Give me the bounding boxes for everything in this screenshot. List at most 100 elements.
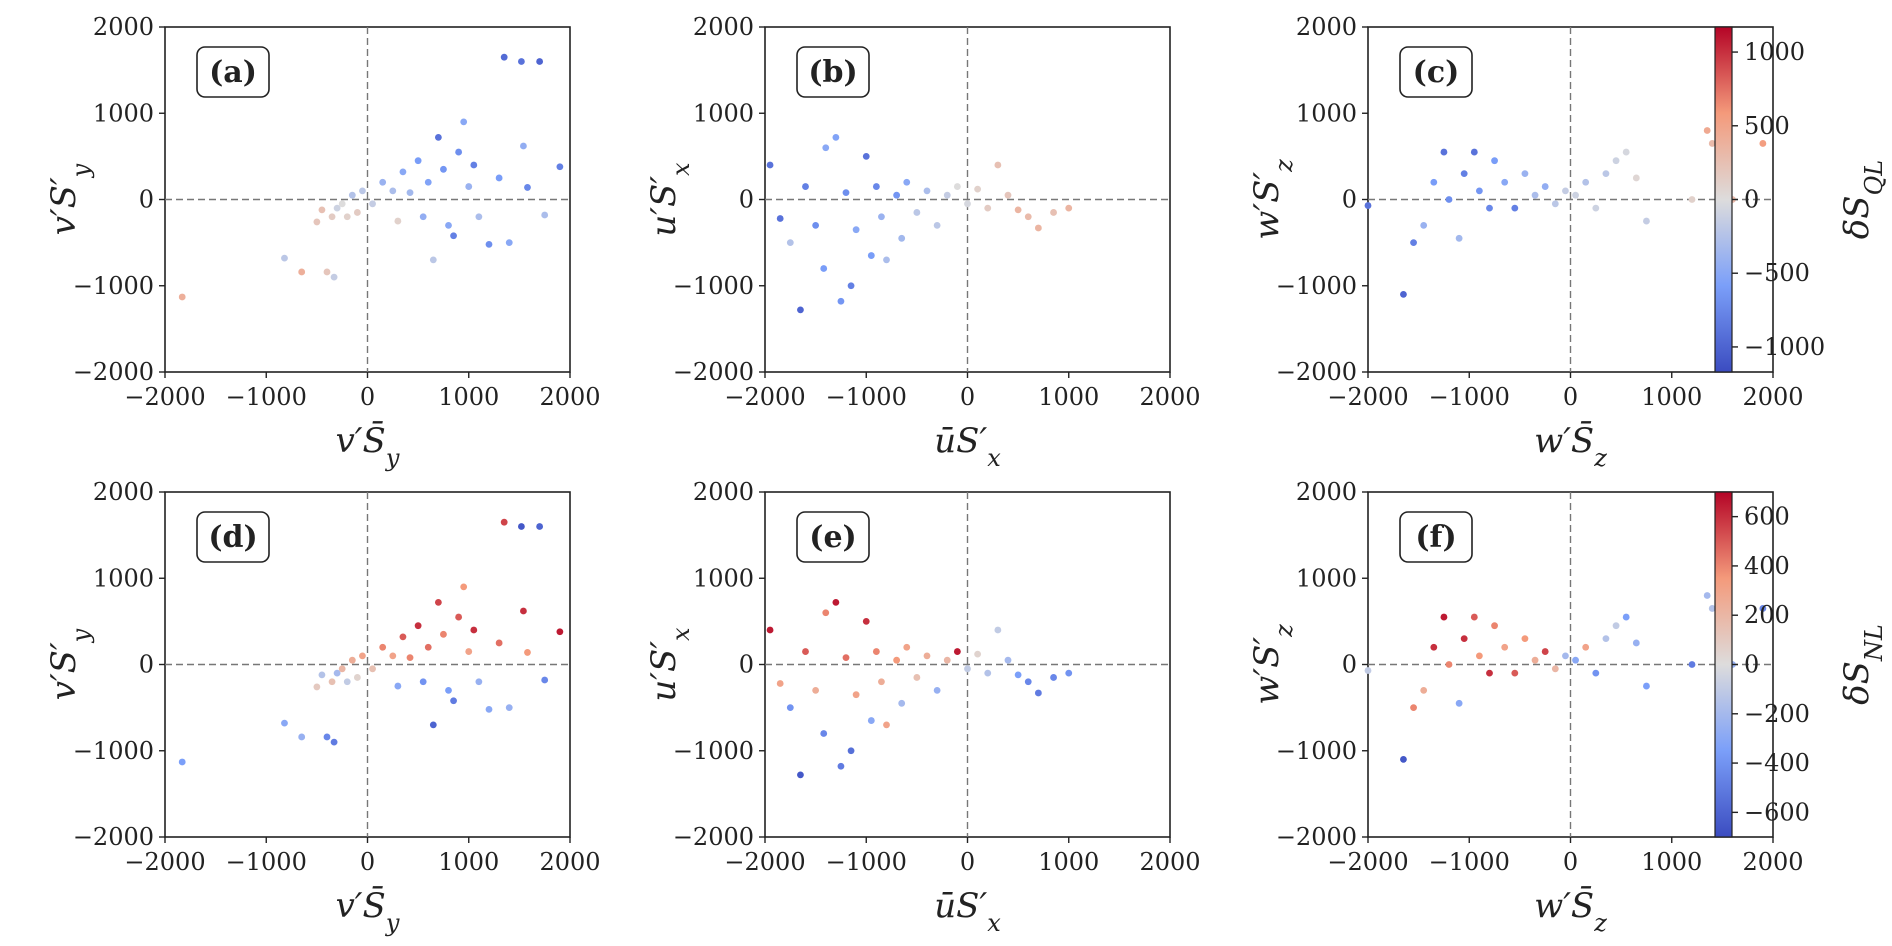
x-tick-label: −2000 <box>724 383 805 411</box>
x-tick-label: −1000 <box>826 848 907 876</box>
data-point <box>1688 196 1696 203</box>
data-point <box>485 240 493 248</box>
panel-label: (c) <box>1399 46 1473 98</box>
x-tick-label: 0 <box>960 383 975 411</box>
data-point <box>399 168 407 176</box>
panel-label: (e) <box>796 511 870 563</box>
data-point <box>832 599 840 606</box>
data-point <box>429 721 437 729</box>
data-point <box>1572 191 1579 199</box>
panel-label: (d) <box>196 511 270 563</box>
colorbar-label: δSNL <box>1837 624 1888 705</box>
colorbar-tick-label: 600 <box>1744 503 1790 531</box>
panel-label-text: (f) <box>1415 520 1456 555</box>
panel-label-text: (e) <box>809 520 856 555</box>
data-point <box>766 626 774 634</box>
y-tick-label: 0 <box>739 651 754 679</box>
x-tick-label: 1000 <box>1038 848 1099 876</box>
y-tick-label: 2000 <box>1296 13 1357 41</box>
x-tick-label: −2000 <box>1327 383 1408 411</box>
data-point <box>495 639 503 647</box>
data-point <box>399 633 407 641</box>
data-point <box>1602 635 1610 643</box>
data-point <box>1612 157 1620 165</box>
x-tick-label: −1000 <box>226 848 307 876</box>
data-point <box>445 221 452 229</box>
data-point <box>414 157 422 165</box>
data-point <box>1475 652 1483 660</box>
panel-label-text: (d) <box>208 520 257 555</box>
data-point <box>1592 669 1600 677</box>
data-point <box>323 268 331 276</box>
data-point <box>369 200 376 208</box>
data-point <box>797 306 804 314</box>
data-point <box>1551 665 1559 673</box>
data-point <box>852 691 860 699</box>
colorbar-tick-label: −500 <box>1744 259 1810 287</box>
colorbar-tick-label: 1000 <box>1744 38 1805 66</box>
data-point <box>1410 704 1417 712</box>
data-point <box>434 599 442 606</box>
data-point <box>353 674 361 681</box>
data-point <box>883 721 890 729</box>
data-point <box>419 678 427 686</box>
x-tick-label: 2000 <box>539 848 600 876</box>
data-point <box>541 211 549 219</box>
x-axis-label: ūS′x <box>934 421 1001 472</box>
data-point <box>330 273 338 281</box>
y-tick-label: −1000 <box>73 737 154 765</box>
data-point <box>1440 613 1448 621</box>
data-point <box>475 213 483 221</box>
data-point <box>1400 755 1407 763</box>
data-point <box>1521 170 1529 178</box>
data-point <box>933 686 941 694</box>
data-point <box>872 183 880 190</box>
x-tick-label: 2000 <box>1139 383 1200 411</box>
data-point <box>419 213 427 221</box>
data-point <box>389 652 397 660</box>
data-point <box>1364 202 1372 209</box>
scatter-panel-2: −2000−2000 −1000 −1000 0 0 1000 1000 2000 2000 (b… <box>644 13 1201 472</box>
data-point <box>323 733 331 741</box>
data-point <box>343 678 351 686</box>
y-tick-label: −2000 <box>673 823 754 851</box>
data-point <box>298 733 306 741</box>
colorbars-layer: 10005000−500−1000δSQL6004002000−200−400−… <box>1714 26 1888 838</box>
data-point <box>424 643 432 651</box>
data-point <box>994 626 1002 634</box>
data-point <box>974 650 982 658</box>
data-point <box>1034 224 1042 232</box>
y-tick-label: 2000 <box>1296 478 1357 506</box>
colorbar-gradient <box>1714 491 1733 838</box>
data-point <box>338 200 346 208</box>
data-point <box>913 674 921 681</box>
data-point <box>913 209 921 216</box>
y-tick-label: −1000 <box>673 272 754 300</box>
x-tick-label: 1000 <box>438 383 499 411</box>
x-tick-label: −2000 <box>1327 848 1408 876</box>
data-point <box>893 656 901 664</box>
data-point <box>903 178 911 186</box>
y-tick-label: 1000 <box>1296 99 1357 127</box>
x-axis-label: w′S̄z <box>1534 885 1607 937</box>
x-tick-label: −1000 <box>226 383 307 411</box>
data-point <box>776 215 784 222</box>
colorbar-tick-label: 200 <box>1744 601 1790 629</box>
x-tick-label: 0 <box>1563 848 1578 876</box>
data-point <box>1430 178 1438 186</box>
y-tick-label: −1000 <box>1276 272 1357 300</box>
data-point <box>394 682 402 690</box>
data-point <box>465 183 473 190</box>
data-point <box>1050 209 1057 216</box>
data-point <box>414 622 422 630</box>
data-point <box>178 293 186 301</box>
data-point <box>281 719 288 727</box>
x-axis-label: v′S̄y <box>336 420 400 472</box>
data-point <box>369 665 376 673</box>
y-tick-label: 0 <box>739 186 754 214</box>
data-point <box>867 252 875 259</box>
data-point <box>328 678 336 686</box>
data-point <box>1420 221 1428 229</box>
data-point <box>822 144 830 152</box>
scatter-panel-1: −2000−2000 −1000 −1000 0 0 1000 1000 2000 2000 (a… <box>44 13 601 472</box>
